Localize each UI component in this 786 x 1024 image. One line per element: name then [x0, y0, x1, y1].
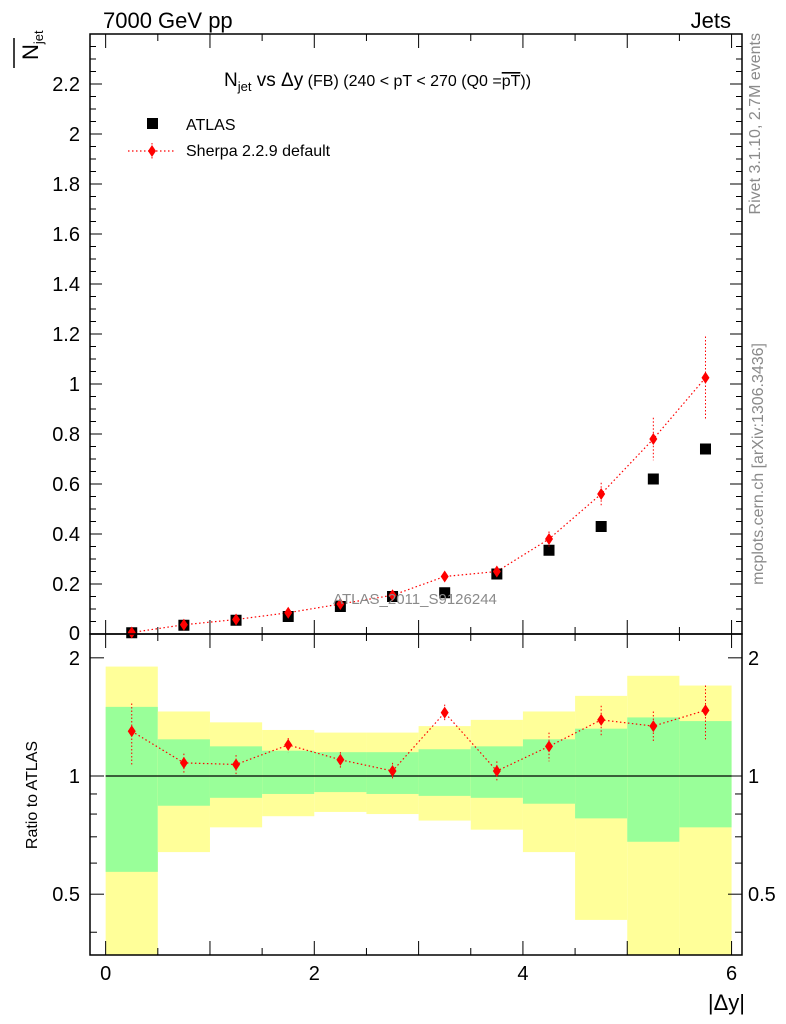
sherpa-point [179, 618, 188, 631]
ratio-ytick-label-right: 2 [748, 648, 759, 670]
ratio-xtick-label: 2 [309, 963, 320, 985]
main-ylabel-sub: jet [31, 30, 46, 45]
atlas-point [595, 521, 607, 532]
sherpa-point [597, 488, 606, 500]
atlas-point [647, 473, 659, 485]
main-ytick-label: 0.6 [52, 474, 80, 496]
sherpa-point [492, 565, 501, 578]
ratio-xtick-label: 4 [517, 963, 528, 985]
title-n: N [224, 70, 238, 91]
ratio-sherpa-point [440, 706, 449, 719]
ratio-sherpa-point [127, 725, 136, 738]
ratio-ytick-label-right: 0.5 [748, 884, 776, 906]
legend-atlas-marker [147, 118, 158, 129]
sherpa-point [440, 570, 449, 583]
sherpa-point [127, 626, 136, 639]
sherpa-point [545, 533, 554, 545]
sherpa-series-line [131, 377, 706, 634]
ratio-xtick-label: 6 [726, 963, 737, 985]
legend-sherpa-marker [148, 145, 156, 157]
sherpa-point [388, 589, 397, 602]
rivet-version-label: Rivet 3.1.10, 2.7M events [747, 33, 764, 214]
ratio-ytick-label: 2 [69, 648, 80, 670]
ratio-sherpa-point [597, 713, 606, 726]
header-left-label: 7000 GeV pp [103, 8, 233, 33]
legend-atlas-label: ATLAS [186, 117, 236, 134]
main-ytick-label-zero: 0 [69, 623, 80, 645]
ratio-xtick-label: 0 [100, 963, 111, 985]
title-delta-y: Δy [281, 70, 304, 91]
analysis-watermark: ATLAS_2011_S9126244 [333, 591, 497, 608]
ratio-sherpa-point [284, 738, 293, 751]
sherpa-point [284, 606, 293, 619]
ratio-xlabel: |Δy| [708, 990, 745, 1015]
main-ytick-label: 1.4 [52, 274, 80, 296]
ratio-plot-area: 0.5 0.5 1 1 2 2 0 2 4 6 [52, 633, 776, 985]
ratio-band-green [418, 749, 471, 796]
ratio-band-green [575, 728, 628, 819]
ratio-ytick-label-right: 1 [748, 766, 759, 788]
atlas-point [543, 544, 555, 556]
ratio-sherpa-point [701, 704, 710, 717]
ratio-sherpa-point [388, 764, 397, 777]
ratio-sherpa-point [492, 764, 501, 777]
svg-text:Njet: Njet [18, 30, 46, 60]
main-ytick-label: 0.4 [52, 524, 80, 546]
ratio-sherpa-point [545, 740, 554, 753]
mcplots-label: mcplots.cern.ch [arXiv:1306.3436] [750, 343, 767, 585]
main-ytick-label: 1.8 [52, 174, 80, 196]
ratio-band-green [209, 746, 263, 798]
ratio-sherpa-point [179, 756, 188, 769]
title-jet-sub: jet [237, 79, 252, 94]
ratio-sherpa-point [232, 758, 241, 771]
title-fb: (FB) [303, 73, 343, 90]
sherpa-point [649, 433, 658, 445]
main-ytick-label: 1 [69, 374, 80, 396]
header-right-label: Jets [691, 8, 731, 33]
title-close: )) [520, 73, 531, 90]
sherpa-point [232, 613, 241, 626]
ratio-frame [89, 633, 743, 956]
title-pt-over: pT [502, 73, 521, 90]
main-ylabel-n: N [18, 44, 43, 60]
sherpa-point [336, 598, 345, 610]
main-ytick-label: 0.2 [52, 574, 80, 596]
main-ytick-label: 2.2 [52, 74, 80, 96]
legend: ATLAS Sherpa 2.2.9 default [128, 117, 331, 160]
plot-title: Njet vs Δy (FB) (240 < pT < 270 (Q0 =pT)… [224, 70, 531, 94]
ratio-sherpa-point [649, 720, 658, 733]
main-ytick-label: 0.8 [52, 424, 80, 446]
legend-sherpa-label: Sherpa 2.2.9 default [186, 143, 331, 160]
atlas-point [699, 443, 711, 455]
title-vs: vs [251, 70, 281, 91]
ratio-band-green [679, 721, 732, 828]
main-ytick-label: 2 [69, 124, 80, 146]
sherpa-point [701, 371, 710, 384]
ratio-ytick-label: 0.5 [52, 884, 80, 906]
main-ylabel: Njet [18, 30, 46, 60]
ratio-sherpa-line [131, 709, 706, 772]
ratio-band-green [627, 717, 680, 842]
ratio-ytick-label: 1 [69, 766, 80, 788]
ratio-band-green [262, 750, 315, 794]
atlas-point [439, 587, 451, 599]
main-ytick-label: 1.6 [52, 224, 80, 246]
title-range: (240 < pT < 270 (Q0 = [343, 73, 501, 90]
ratio-sherpa-point [336, 753, 345, 766]
main-ytick-label: 1.2 [52, 324, 80, 346]
ratio-ylabel: Ratio to ATLAS [24, 741, 41, 849]
